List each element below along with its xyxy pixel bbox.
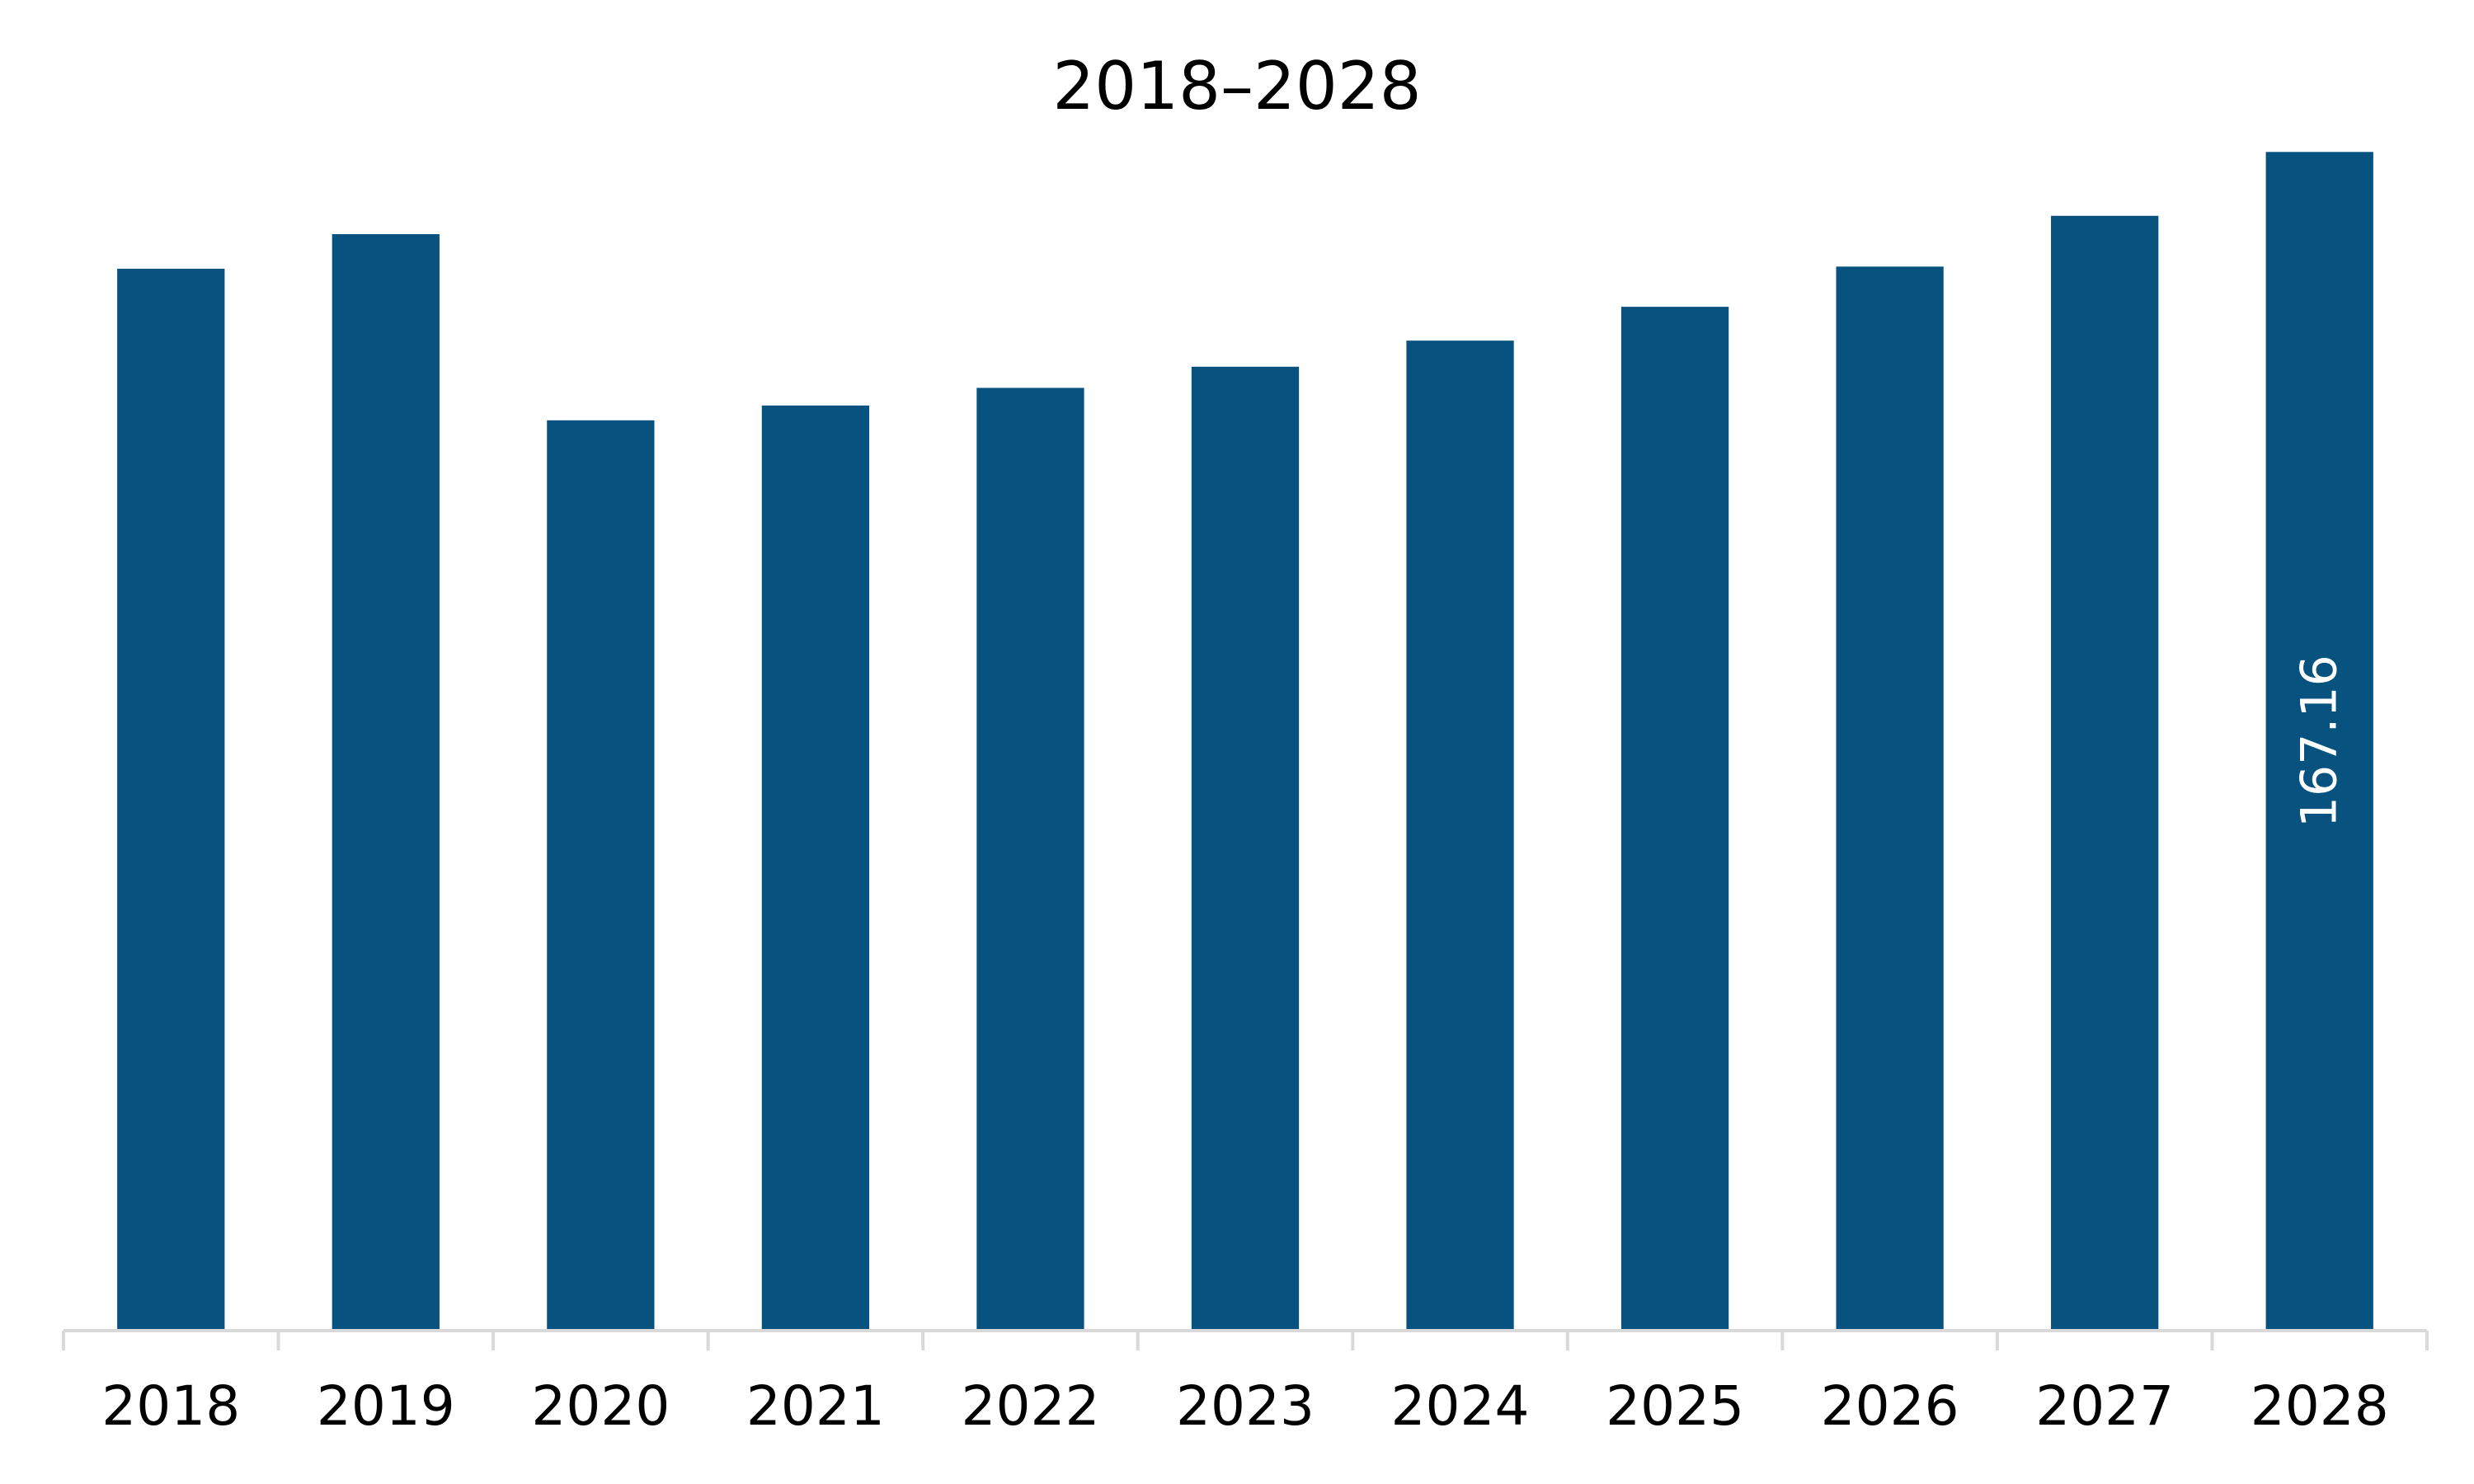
bar-2026 bbox=[1836, 266, 1944, 1331]
x-tick-label: 2024 bbox=[1391, 1374, 1530, 1438]
x-tick-label: 2018 bbox=[101, 1374, 240, 1438]
x-tick-label: 2021 bbox=[746, 1374, 885, 1438]
bar-2021 bbox=[761, 405, 870, 1331]
x-tick-label: 2026 bbox=[1821, 1374, 1959, 1438]
bar-2022 bbox=[976, 387, 1084, 1331]
bars-group bbox=[117, 152, 2373, 1331]
bar-2018 bbox=[117, 268, 225, 1331]
x-tick-label: 2023 bbox=[1176, 1374, 1315, 1438]
x-tick-label: 2022 bbox=[961, 1374, 1099, 1438]
bar-2025 bbox=[1620, 307, 1729, 1331]
chart-title: 2018–2028 bbox=[1052, 48, 1422, 124]
bar-2019 bbox=[332, 234, 440, 1331]
x-tick-labels: 2018 2019 2020 2021 2022 2023 2024 2025 2026 2027… bbox=[101, 1374, 2388, 1438]
bar-2020 bbox=[547, 420, 655, 1331]
x-tick-label: 2019 bbox=[317, 1374, 455, 1438]
data-label-2028: 167.16 bbox=[2291, 655, 2349, 828]
bar-2028 bbox=[2265, 152, 2373, 1331]
x-tick-label: 2025 bbox=[1606, 1374, 1744, 1438]
x-tick-label: 2020 bbox=[531, 1374, 670, 1438]
x-tick-label: 2028 bbox=[2251, 1374, 2389, 1438]
x-axis bbox=[62, 1329, 2429, 1350]
bar-2023 bbox=[1191, 366, 1300, 1331]
bar-2024 bbox=[1406, 340, 1514, 1331]
bar-2027 bbox=[2051, 215, 2159, 1331]
x-tick-label: 2027 bbox=[2035, 1374, 2174, 1438]
value-labels: 167.16 bbox=[2291, 655, 2349, 828]
